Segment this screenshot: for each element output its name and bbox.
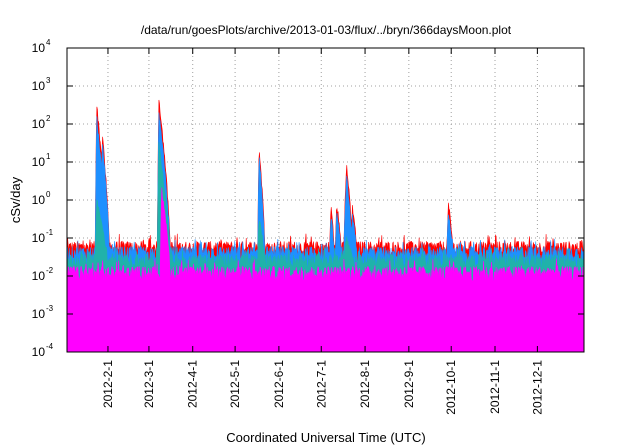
y-tick-label: 10	[32, 307, 46, 321]
x-tick-label: 2012-8-1	[358, 360, 372, 408]
x-axis-label: Coordinated Universal Time (UTC)	[226, 430, 425, 445]
y-tick-exponent: 3	[46, 76, 51, 85]
y-tick-label: 10	[32, 231, 46, 245]
y-tick-exponent: -1	[46, 228, 54, 237]
series-area-3	[66, 187, 585, 353]
y-tick-label: 10	[32, 345, 46, 359]
y-tick-exponent: 1	[46, 152, 51, 161]
x-tick-label: 2012-12-1	[530, 360, 544, 415]
y-axis-label: cSv/day	[8, 176, 23, 223]
y-tick-label: 10	[32, 193, 46, 207]
chart-title: /data/run/goesPlots/archive/2013-01-03/f…	[141, 23, 512, 37]
y-tick-label: 10	[32, 117, 46, 131]
y-tick-exponent: 4	[46, 38, 51, 47]
x-axis: 2012-2-1 2012-3-1 2012-4-1 2012-5-1 2012-6-1…	[101, 48, 544, 415]
x-tick-label: 2012-3-1	[142, 360, 156, 408]
y-tick-label: 10	[32, 41, 46, 55]
x-tick-label: 2012-7-1	[314, 360, 328, 408]
y-tick-exponent: 0	[46, 190, 51, 199]
y-tick-exponent: 2	[46, 114, 51, 123]
y-tick-label: 10	[32, 269, 46, 283]
y-tick-label: 10	[32, 79, 46, 93]
x-tick-label: 2012-5-1	[228, 360, 242, 408]
series-group	[66, 99, 585, 353]
x-tick-label: 2012-4-1	[186, 360, 200, 408]
y-tick-exponent: -3	[46, 304, 54, 313]
x-tick-label: 2012-9-1	[402, 360, 416, 408]
x-tick-label: 2012-10-1	[444, 360, 458, 415]
y-tick-exponent: -2	[46, 266, 54, 275]
x-tick-label: 2012-11-1	[488, 360, 502, 414]
y-tick-exponent: -4	[46, 342, 54, 351]
x-tick-label: 2012-6-1	[272, 360, 286, 408]
x-tick-label: 2012-2-1	[101, 360, 115, 408]
y-tick-label: 10	[32, 155, 46, 169]
grid	[67, 48, 584, 352]
